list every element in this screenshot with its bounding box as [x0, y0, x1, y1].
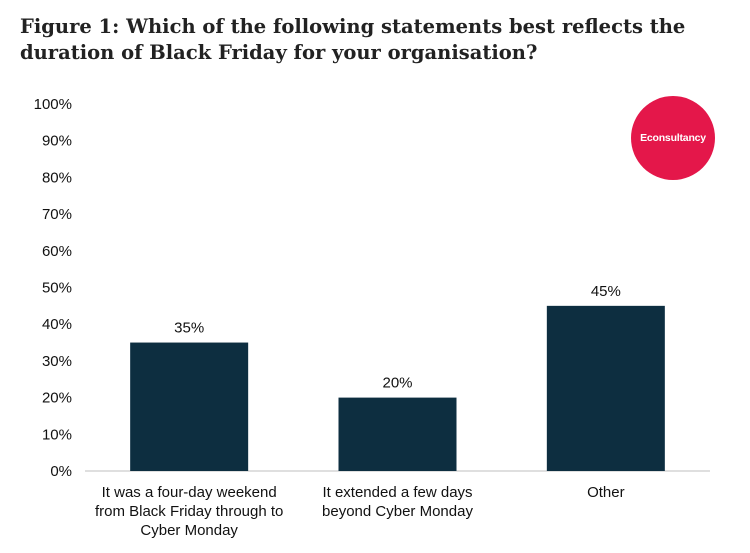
y-tick-label: 50%	[42, 280, 72, 297]
y-tick-label: 20%	[42, 390, 72, 407]
category-label-line: Cyber Monday	[140, 522, 238, 539]
logo-text: Econsultancy	[640, 132, 706, 144]
data-label: 20%	[382, 375, 412, 392]
bar	[130, 342, 249, 471]
category-label-line: from Black Friday through to	[95, 503, 283, 520]
category-label-line: It extended a few days	[322, 484, 472, 501]
bar	[546, 305, 665, 471]
y-tick-label: 100%	[34, 96, 72, 113]
data-label: 35%	[174, 320, 204, 337]
y-tick-label: 90%	[42, 133, 72, 150]
y-tick-label: 70%	[42, 206, 72, 223]
x-category-label: Other	[587, 484, 625, 501]
y-tick-label: 40%	[42, 316, 72, 333]
bar	[338, 397, 457, 471]
y-tick-label: 60%	[42, 243, 72, 260]
y-tick-label: 30%	[42, 353, 72, 370]
y-tick-label: 0%	[50, 463, 72, 480]
category-label-line: It was a four-day weekend	[102, 484, 277, 501]
y-tick-label: 10%	[42, 426, 72, 443]
chart-title: Figure 1: Which of the following stateme…	[20, 15, 686, 64]
category-label-line: beyond Cyber Monday	[322, 503, 473, 520]
x-category-label: It was a four-day weekend from Black Frid…	[95, 484, 283, 539]
econsultancy-logo: Econsultancy	[631, 96, 715, 180]
x-category-label: It extended a few days beyond Cyber Monda…	[322, 484, 473, 520]
data-label: 45%	[591, 283, 621, 300]
category-label-line: Other	[587, 484, 625, 501]
y-tick-label: 80%	[42, 169, 72, 186]
